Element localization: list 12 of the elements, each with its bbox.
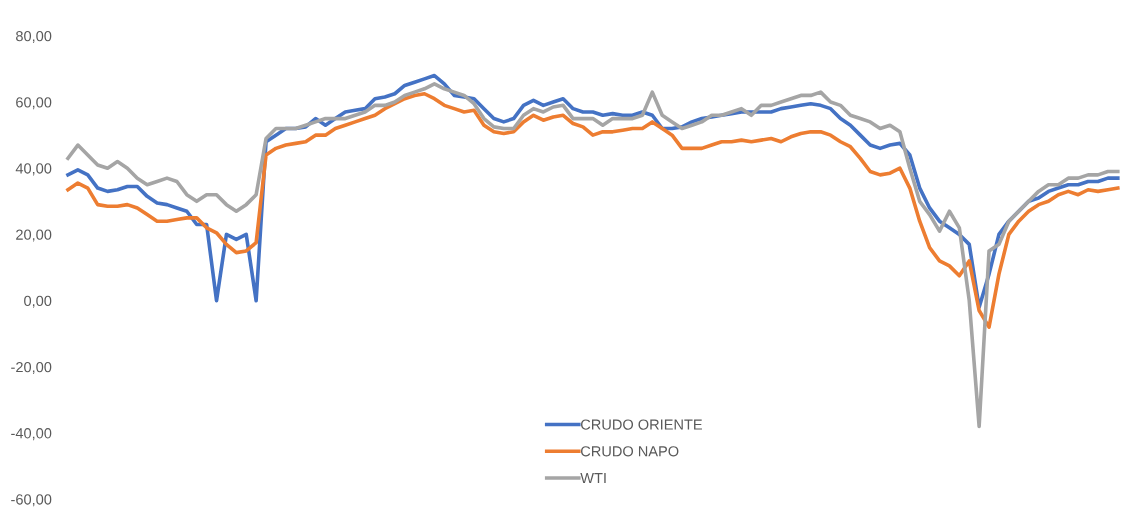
line-series xyxy=(66,82,1120,429)
y-tick-label: 20,00 xyxy=(16,229,52,242)
y-tick-label: -40,00 xyxy=(11,428,52,441)
y-tick-label: 40,00 xyxy=(15,163,52,176)
legend-label: CRUDO NAPO xyxy=(581,446,679,457)
legend-label: WTI xyxy=(580,473,606,484)
y-tick-label: 80,00 xyxy=(16,30,52,43)
y-tick-label: 60,00 xyxy=(16,97,52,110)
y-tick-label: 0,00 xyxy=(24,295,52,308)
y-tick-label: -60,00 xyxy=(11,494,52,507)
legend-label: CRUDO ORIENTE xyxy=(581,419,702,430)
y-tick-label: -20,00 xyxy=(11,361,52,374)
